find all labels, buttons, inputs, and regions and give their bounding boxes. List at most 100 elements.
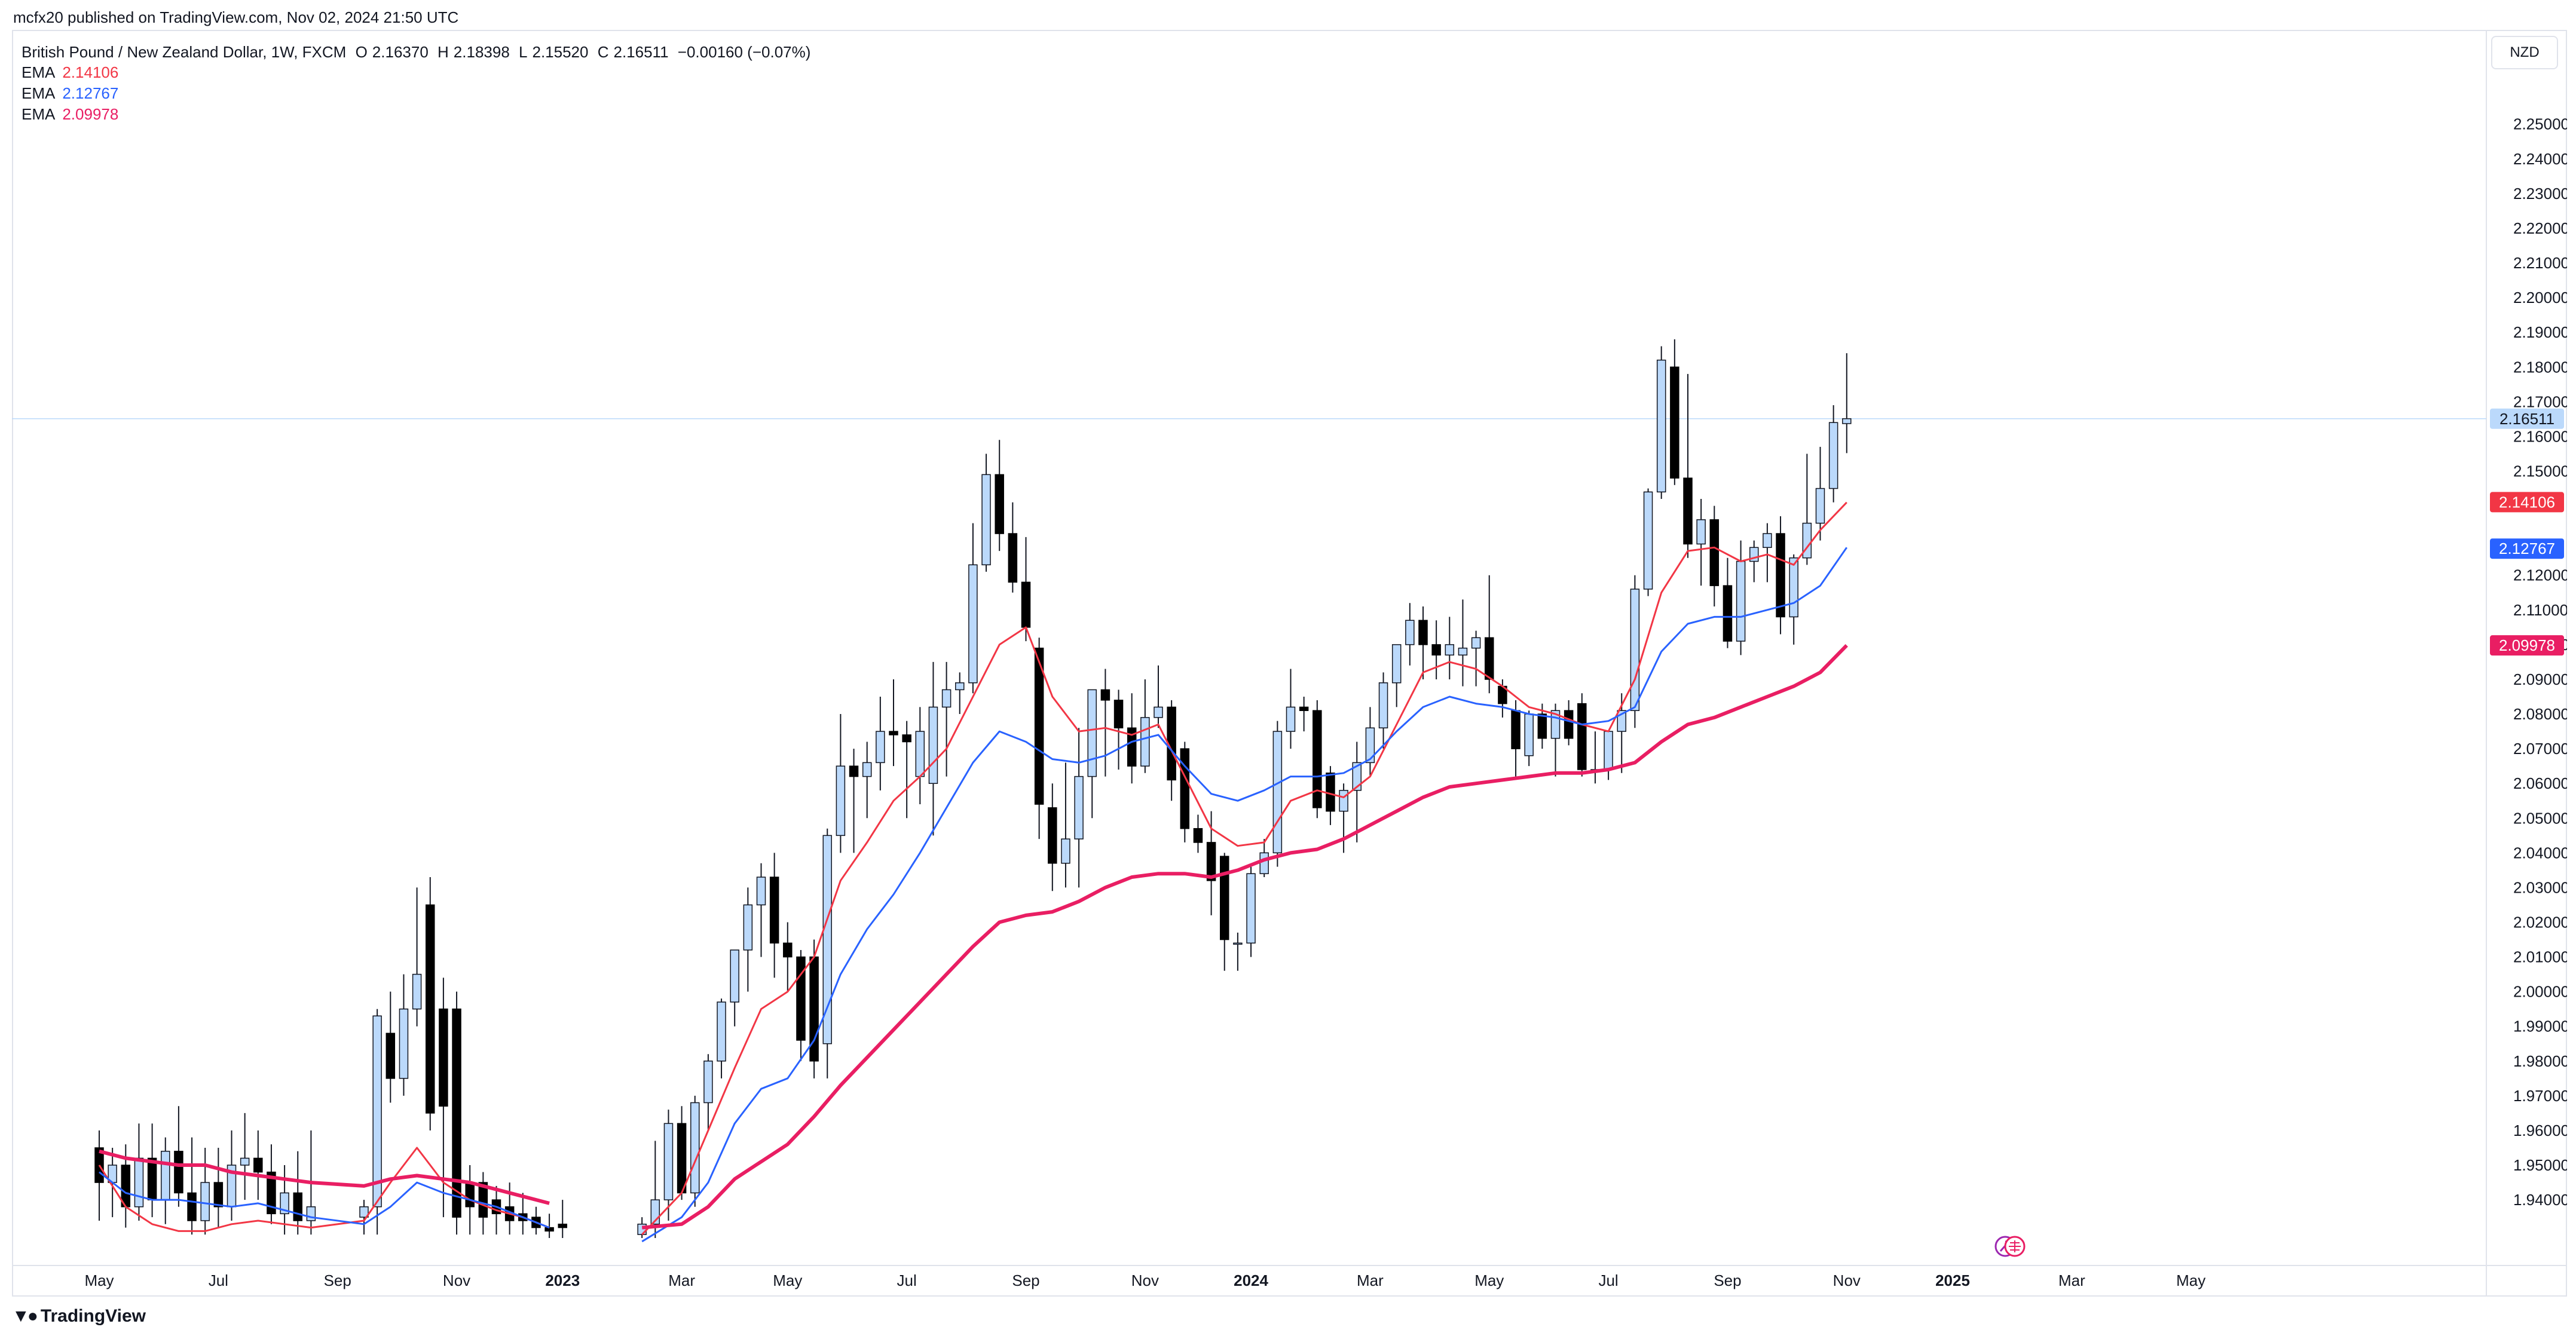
candle-body <box>1696 519 1706 545</box>
y-tick-label: 2.08000 <box>2513 705 2567 723</box>
candle-body <box>280 1192 289 1215</box>
candle-body <box>717 1001 726 1062</box>
candle-body <box>386 1032 396 1079</box>
ema-price-badge-text: 2.12767 <box>2499 540 2555 557</box>
tradingview-logo[interactable]: ▼● TradingView <box>12 1306 146 1326</box>
candle-body <box>306 1206 316 1221</box>
low-label: L <box>519 43 528 61</box>
y-tick-label: 2.20000 <box>2513 289 2567 307</box>
candle-body <box>1418 620 1428 645</box>
candle-body <box>1206 842 1216 881</box>
x-tick-label: Sep <box>324 1271 351 1289</box>
candle-body <box>941 689 952 708</box>
y-tick-label: 1.97000 <box>2513 1087 2567 1105</box>
candle-body <box>1233 942 1243 945</box>
y-tick-label: 2.23000 <box>2513 185 2567 203</box>
high-label: H <box>438 43 449 61</box>
candle-body <box>902 734 911 743</box>
chart-frame <box>12 30 2567 1297</box>
candle-body <box>1313 710 1322 808</box>
events-icon[interactable] <box>1993 1233 2027 1260</box>
ema-legend-row[interactable]: EMA 2.12767 <box>22 83 118 104</box>
x-tick-label: Nov <box>443 1271 470 1289</box>
candle-body <box>1339 790 1348 812</box>
candle-body <box>174 1151 183 1194</box>
candle-body <box>1100 689 1110 701</box>
candle-body <box>478 1182 488 1218</box>
x-tick-label: May <box>84 1271 114 1289</box>
close-value: 2.16511 <box>613 43 669 61</box>
candle-body <box>955 682 965 691</box>
candle-body <box>293 1192 302 1221</box>
candle-body <box>439 1008 448 1107</box>
y-tick-label: 2.11000 <box>2513 601 2567 619</box>
candle-body <box>769 877 779 944</box>
candle-body <box>1272 731 1283 854</box>
candle-body <box>452 1008 461 1218</box>
candle-body <box>889 731 898 736</box>
symbol-title[interactable]: British Pound / New Zealand Dollar, 1W, … <box>22 43 347 61</box>
candle-body <box>968 564 978 684</box>
candle-body <box>1246 873 1256 944</box>
change-value: −0.00160 (−0.07%) <box>677 43 811 61</box>
currency-button[interactable]: NZD <box>2491 36 2558 69</box>
candle-body <box>1828 422 1838 489</box>
candle-body <box>1021 581 1031 628</box>
candle-body <box>1074 776 1084 839</box>
candle-body <box>1140 717 1150 767</box>
candle-body <box>200 1182 210 1221</box>
last-price-badge <box>2490 408 2564 429</box>
candle-body <box>1127 727 1137 767</box>
candle-body <box>161 1151 170 1200</box>
y-tick-label: 2.25000 <box>2513 115 2567 133</box>
candle-body <box>253 1157 263 1173</box>
candle-body <box>187 1192 197 1221</box>
candle-body <box>1048 807 1057 864</box>
candle-body <box>1736 560 1746 642</box>
candle-body <box>928 706 938 784</box>
y-tick-label: 2.01000 <box>2513 948 2567 966</box>
candle-body <box>1524 713 1534 756</box>
x-tick-label: Jul <box>209 1271 228 1289</box>
candle-body <box>1378 682 1388 729</box>
candle-body <box>213 1182 224 1208</box>
candle-body <box>1326 773 1335 812</box>
y-tick-label: 1.98000 <box>2513 1052 2567 1070</box>
brand-name: TradingView <box>40 1306 146 1326</box>
candle-body <box>1431 644 1441 656</box>
candle-body <box>756 877 766 906</box>
candle-body <box>822 835 832 1044</box>
ema-legend-row[interactable]: EMA 2.14106 <box>22 62 118 83</box>
candle-body <box>1656 359 1666 493</box>
candle-body <box>1643 491 1653 590</box>
ema-price-badge <box>2490 492 2564 513</box>
candle-body <box>1087 689 1097 777</box>
candle-body <box>426 904 435 1114</box>
candle-body <box>1630 589 1640 711</box>
candle-body <box>663 1123 674 1200</box>
x-tick-label: Jul <box>1598 1271 1618 1289</box>
x-tick-label: Jul <box>897 1271 917 1289</box>
candle-body <box>849 765 859 777</box>
ema-value: 2.09978 <box>62 105 119 123</box>
plot-area <box>94 339 1852 1243</box>
close-label: C <box>597 43 609 61</box>
candle-body <box>1842 418 1852 424</box>
candle-body <box>783 942 793 958</box>
y-tick-label: 2.05000 <box>2513 809 2567 827</box>
candle-body <box>412 973 422 1010</box>
candle-body <box>1564 710 1574 739</box>
y-tick-label: 2.18000 <box>2513 358 2567 376</box>
candle-body <box>1604 731 1613 770</box>
candle-body <box>1776 533 1785 618</box>
open-label: O <box>355 43 368 61</box>
candle-body <box>1061 838 1070 864</box>
candle-body <box>915 731 925 777</box>
ema-legend-row[interactable]: EMA 2.09978 <box>22 104 118 125</box>
candle-body <box>1365 727 1375 764</box>
x-tick-label: Mar <box>1357 1271 1384 1289</box>
price-chart[interactable]: 2.25000 2.24000 2.23000 2.22000 2.21000 2.200… <box>12 30 2567 1297</box>
candle-body <box>1815 488 1825 524</box>
ema-line-mid <box>99 547 1848 1243</box>
ema-label: EMA <box>22 84 56 102</box>
